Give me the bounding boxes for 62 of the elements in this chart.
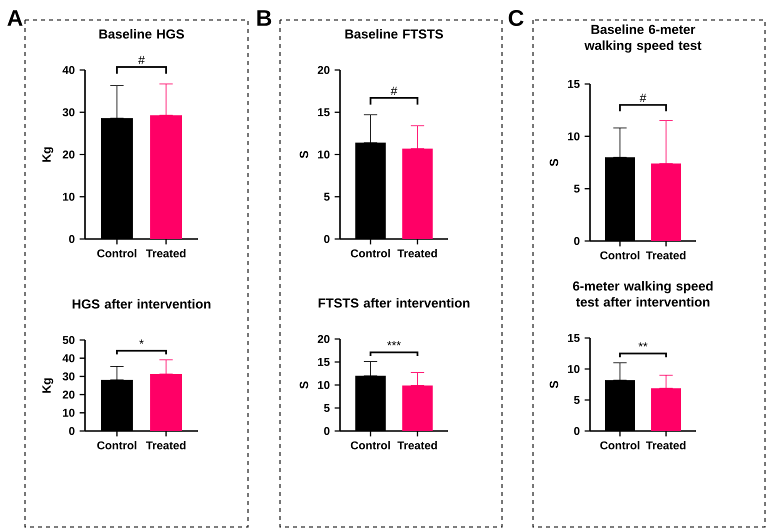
- y-axis-title: Kg: [42, 147, 54, 162]
- x-tick-label: Treated: [646, 251, 686, 260]
- y-tick-label: 0: [69, 427, 74, 436]
- x-tick-label: Control: [350, 249, 390, 258]
- y-tick-label: 10: [318, 150, 330, 159]
- text: C: [508, 10, 524, 26]
- chart-title: Baseline HGS: [99, 29, 184, 39]
- y-tick-label: 0: [69, 235, 74, 244]
- x-tick-label: Treated: [397, 441, 437, 450]
- y-tick-label: 10: [63, 192, 74, 201]
- y-tick-label: 20: [318, 66, 330, 74]
- annotation: *: [139, 340, 144, 344]
- y-tick-label: 5: [574, 396, 580, 404]
- annotation: ***: [387, 341, 401, 346]
- y-tick-label: 15: [568, 334, 580, 342]
- y-tick-label: 10: [63, 408, 74, 417]
- y-tick-label: 10: [568, 365, 580, 374]
- y-axis-title: S: [550, 380, 558, 388]
- y-tick-label: 0: [324, 235, 330, 244]
- x-tick-label: Control: [600, 441, 640, 450]
- x-tick-label: Treated: [146, 441, 186, 450]
- chart-title: HGS after intervention: [72, 299, 210, 309]
- y-tick-label: 10: [568, 132, 580, 140]
- annotation: #: [640, 94, 646, 102]
- text: B: [257, 10, 272, 26]
- y-tick-label: 20: [318, 335, 330, 344]
- x-tick-label: Control: [350, 441, 390, 450]
- y-tick-label: 15: [568, 80, 580, 88]
- chart-title: 6-meter walking speed test after intervention: [573, 281, 713, 307]
- chart-title: FTSTS after intervention: [318, 298, 470, 308]
- x-tick-label: Control: [97, 249, 136, 258]
- x-tick-label: Control: [600, 251, 640, 260]
- y-tick-label: 40: [62, 354, 74, 362]
- y-tick-label: 15: [318, 358, 330, 366]
- x-tick-label: Treated: [646, 441, 686, 450]
- y-tick-label: 0: [574, 237, 580, 246]
- annotation: #: [390, 86, 398, 95]
- y-tick-label: 20: [62, 150, 74, 159]
- annotation: **: [638, 342, 648, 347]
- y-tick-label: 0: [574, 427, 580, 436]
- y-tick-label: 15: [318, 108, 330, 116]
- y-tick-label: 10: [318, 381, 330, 390]
- x-tick-label: Treated: [146, 249, 186, 258]
- y-axis-title: S: [300, 150, 308, 158]
- y-axis-title: S: [300, 381, 308, 389]
- text: A: [7, 10, 23, 26]
- y-tick-label: 40: [62, 66, 74, 74]
- y-tick-label: 5: [324, 404, 330, 412]
- y-tick-label: 30: [62, 372, 74, 380]
- y-tick-label: 5: [574, 184, 580, 193]
- text: #: [138, 56, 145, 64]
- y-axis-title: S: [550, 158, 558, 166]
- y-tick-label: 0: [324, 427, 330, 436]
- y-tick-label: 50: [62, 336, 74, 344]
- x-tick-label: Control: [97, 441, 136, 450]
- y-tick-label: 5: [324, 192, 330, 201]
- y-tick-label: 20: [62, 390, 74, 399]
- x-tick-label: Treated: [397, 249, 437, 258]
- chart-title: Baseline FTSTS: [345, 29, 443, 39]
- y-axis-title: Kg: [42, 378, 54, 393]
- chart-title: Baseline 6-meter walking speed test: [584, 24, 702, 53]
- y-tick-label: 30: [62, 108, 74, 116]
